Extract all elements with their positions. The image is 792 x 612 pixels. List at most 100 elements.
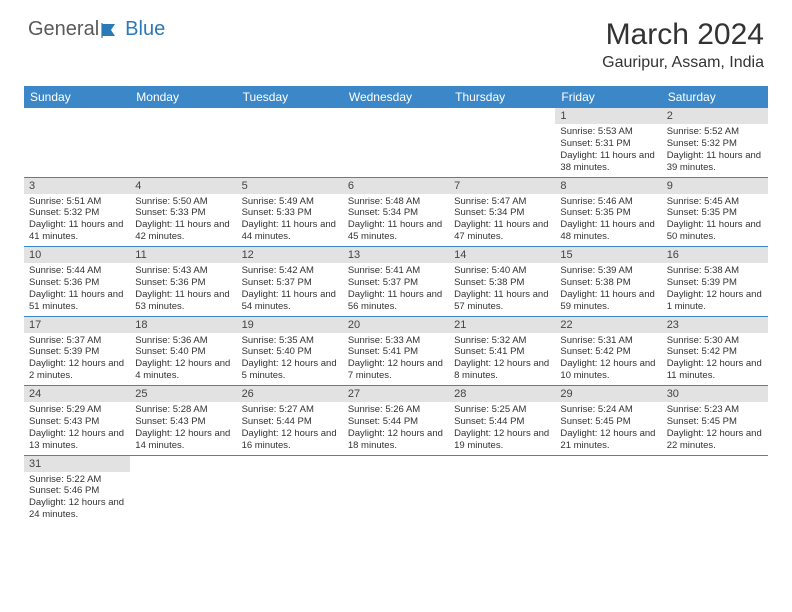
calendar-day-cell: 15Sunrise: 5:39 AMSunset: 5:38 PMDayligh… [555, 247, 661, 317]
day-detail-line: Daylight: 11 hours and 48 minutes. [560, 219, 656, 243]
day-detail-line: Sunrise: 5:31 AM [560, 335, 656, 347]
day-number: 1 [555, 108, 661, 124]
day-detail-line: Daylight: 12 hours and 1 minute. [667, 289, 763, 313]
day-detail-line: Sunset: 5:41 PM [348, 346, 444, 358]
day-detail-line: Sunrise: 5:48 AM [348, 196, 444, 208]
day-number: 28 [449, 386, 555, 402]
calendar-day-cell: 27Sunrise: 5:26 AMSunset: 5:44 PMDayligh… [343, 386, 449, 456]
day-number: 30 [662, 386, 768, 402]
day-number: 29 [555, 386, 661, 402]
day-detail-line: Sunset: 5:45 PM [667, 416, 763, 428]
day-detail-line: Daylight: 11 hours and 45 minutes. [348, 219, 444, 243]
calendar-day-cell [555, 455, 661, 524]
calendar-day-cell [343, 108, 449, 177]
day-detail-line: Sunrise: 5:41 AM [348, 265, 444, 277]
day-detail-line: Sunset: 5:46 PM [29, 485, 125, 497]
day-detail-line: Daylight: 11 hours and 54 minutes. [242, 289, 338, 313]
day-number [130, 456, 236, 472]
day-detail-line: Sunset: 5:36 PM [135, 277, 231, 289]
day-detail-line: Daylight: 11 hours and 50 minutes. [667, 219, 763, 243]
day-of-week-header: Monday [130, 86, 236, 108]
day-detail-line: Sunset: 5:37 PM [242, 277, 338, 289]
day-details: Sunrise: 5:45 AMSunset: 5:35 PMDaylight:… [662, 194, 768, 247]
day-details: Sunrise: 5:46 AMSunset: 5:35 PMDaylight:… [555, 194, 661, 247]
logo-text-blue: Blue [125, 18, 165, 41]
day-detail-line: Sunset: 5:38 PM [560, 277, 656, 289]
day-number: 14 [449, 247, 555, 263]
calendar-day-cell: 8Sunrise: 5:46 AMSunset: 5:35 PMDaylight… [555, 177, 661, 247]
day-number: 4 [130, 178, 236, 194]
calendar-day-cell [237, 455, 343, 524]
day-detail-line: Sunrise: 5:50 AM [135, 196, 231, 208]
day-details: Sunrise: 5:22 AMSunset: 5:46 PMDaylight:… [24, 472, 130, 525]
day-detail-line: Daylight: 11 hours and 47 minutes. [454, 219, 550, 243]
day-details: Sunrise: 5:27 AMSunset: 5:44 PMDaylight:… [237, 402, 343, 455]
day-detail-line: Sunset: 5:32 PM [667, 138, 763, 150]
flag-icon [101, 22, 123, 38]
calendar-day-cell: 4Sunrise: 5:50 AMSunset: 5:33 PMDaylight… [130, 177, 236, 247]
day-detail-line: Sunset: 5:42 PM [667, 346, 763, 358]
day-detail-line: Sunset: 5:33 PM [242, 207, 338, 219]
day-detail-line: Sunset: 5:38 PM [454, 277, 550, 289]
calendar-week-row: 17Sunrise: 5:37 AMSunset: 5:39 PMDayligh… [24, 316, 768, 386]
day-detail-line: Sunrise: 5:27 AM [242, 404, 338, 416]
day-number: 22 [555, 317, 661, 333]
day-detail-line: Sunrise: 5:24 AM [560, 404, 656, 416]
calendar-day-cell: 5Sunrise: 5:49 AMSunset: 5:33 PMDaylight… [237, 177, 343, 247]
day-number: 5 [237, 178, 343, 194]
day-number: 8 [555, 178, 661, 194]
calendar-day-cell: 17Sunrise: 5:37 AMSunset: 5:39 PMDayligh… [24, 316, 130, 386]
calendar-day-cell: 30Sunrise: 5:23 AMSunset: 5:45 PMDayligh… [662, 386, 768, 456]
day-number: 17 [24, 317, 130, 333]
day-number: 16 [662, 247, 768, 263]
day-detail-line: Sunrise: 5:32 AM [454, 335, 550, 347]
day-detail-line: Sunrise: 5:30 AM [667, 335, 763, 347]
day-detail-line: Sunset: 5:39 PM [667, 277, 763, 289]
calendar-day-cell [130, 108, 236, 177]
day-number: 11 [130, 247, 236, 263]
day-number [662, 456, 768, 472]
day-details: Sunrise: 5:23 AMSunset: 5:45 PMDaylight:… [662, 402, 768, 455]
calendar-day-cell [130, 455, 236, 524]
day-detail-line: Sunset: 5:45 PM [560, 416, 656, 428]
day-number [24, 108, 130, 124]
day-of-week-header: Tuesday [237, 86, 343, 108]
calendar-day-cell: 21Sunrise: 5:32 AMSunset: 5:41 PMDayligh… [449, 316, 555, 386]
day-number: 19 [237, 317, 343, 333]
day-number: 26 [237, 386, 343, 402]
day-number [130, 108, 236, 124]
day-detail-line: Daylight: 12 hours and 19 minutes. [454, 428, 550, 452]
day-details [449, 124, 555, 174]
day-detail-line: Daylight: 11 hours and 59 minutes. [560, 289, 656, 313]
calendar-day-cell: 3Sunrise: 5:51 AMSunset: 5:32 PMDaylight… [24, 177, 130, 247]
day-details [237, 124, 343, 174]
day-details: Sunrise: 5:42 AMSunset: 5:37 PMDaylight:… [237, 263, 343, 316]
day-detail-line: Sunrise: 5:33 AM [348, 335, 444, 347]
calendar-day-cell [237, 108, 343, 177]
day-details: Sunrise: 5:32 AMSunset: 5:41 PMDaylight:… [449, 333, 555, 386]
calendar-day-cell [662, 455, 768, 524]
day-detail-line: Sunrise: 5:26 AM [348, 404, 444, 416]
location-subtitle: Gauripur, Assam, India [602, 54, 764, 72]
day-detail-line: Sunrise: 5:23 AM [667, 404, 763, 416]
day-detail-line: Daylight: 11 hours and 51 minutes. [29, 289, 125, 313]
calendar-week-row: 3Sunrise: 5:51 AMSunset: 5:32 PMDaylight… [24, 177, 768, 247]
day-detail-line: Sunrise: 5:39 AM [560, 265, 656, 277]
day-details: Sunrise: 5:52 AMSunset: 5:32 PMDaylight:… [662, 124, 768, 177]
day-detail-line: Sunset: 5:35 PM [560, 207, 656, 219]
day-detail-line: Daylight: 12 hours and 11 minutes. [667, 358, 763, 382]
title-block: March 2024 Gauripur, Assam, India [602, 18, 764, 72]
day-number [237, 108, 343, 124]
calendar-day-cell: 11Sunrise: 5:43 AMSunset: 5:36 PMDayligh… [130, 247, 236, 317]
day-details: Sunrise: 5:44 AMSunset: 5:36 PMDaylight:… [24, 263, 130, 316]
day-detail-line: Sunset: 5:32 PM [29, 207, 125, 219]
day-details: Sunrise: 5:33 AMSunset: 5:41 PMDaylight:… [343, 333, 449, 386]
day-detail-line: Sunset: 5:34 PM [348, 207, 444, 219]
logo: General Blue [28, 18, 165, 41]
day-detail-line: Sunset: 5:43 PM [135, 416, 231, 428]
day-number: 31 [24, 456, 130, 472]
day-number: 27 [343, 386, 449, 402]
calendar-week-row: 31Sunrise: 5:22 AMSunset: 5:46 PMDayligh… [24, 455, 768, 524]
day-detail-line: Daylight: 11 hours and 44 minutes. [242, 219, 338, 243]
day-detail-line: Daylight: 11 hours and 41 minutes. [29, 219, 125, 243]
